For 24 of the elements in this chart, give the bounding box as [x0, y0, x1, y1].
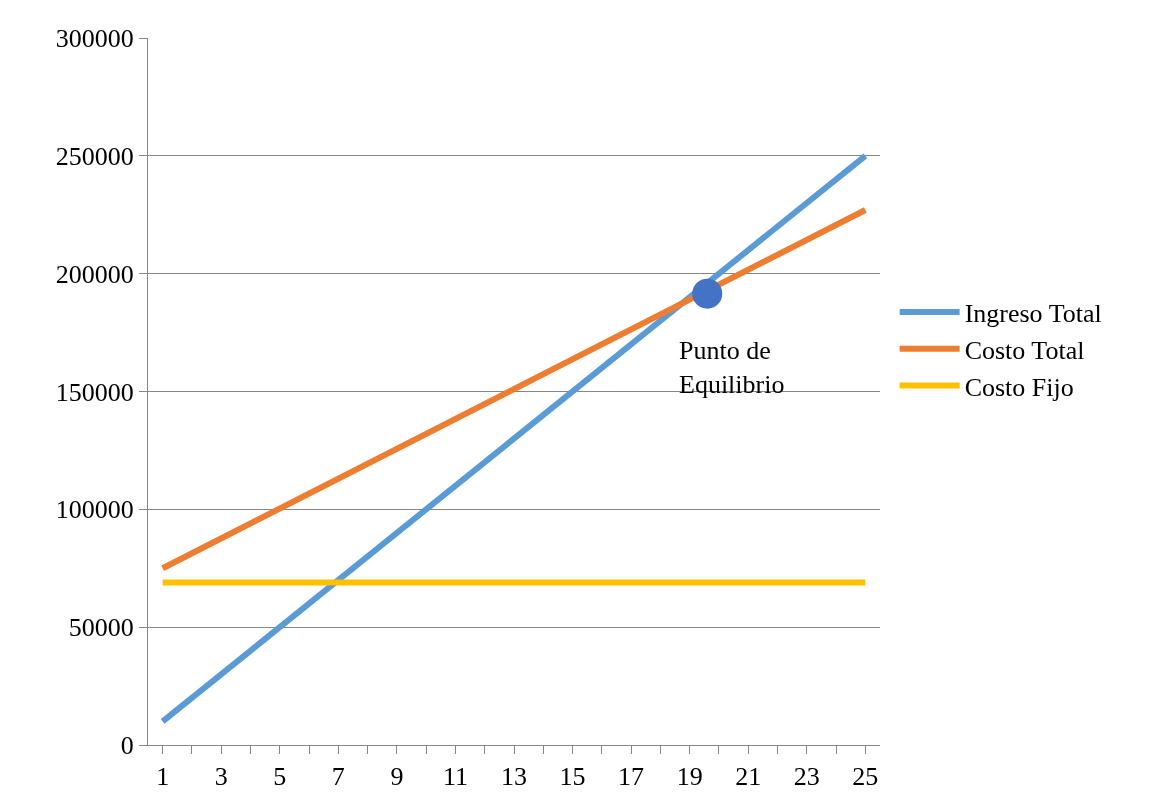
x-tick-label: 23 [793, 762, 820, 792]
x-tick-label: 11 [442, 762, 468, 792]
x-tick-label: 15 [559, 762, 586, 792]
legend-label: Ingreso Total [964, 299, 1102, 329]
x-tick-label: 13 [501, 762, 527, 792]
x-tick-label: 25 [852, 762, 879, 792]
x-tick-label: 7 [331, 762, 345, 792]
y-tick-label: 250000 [55, 141, 134, 171]
x-tick-label: 3 [214, 762, 228, 792]
y-tick-label: 50000 [68, 613, 134, 643]
x-tick-label: 19 [676, 762, 703, 792]
annotation: Punto de Equilibrio [679, 336, 785, 399]
x-tick-label: 9 [390, 762, 404, 792]
x-tick-label: 1 [156, 762, 170, 792]
y-tick-label: 0 [120, 731, 134, 761]
y-tick-label: 100000 [55, 495, 134, 525]
legend-label: Costo Total [964, 335, 1085, 365]
x-tick-label: 5 [273, 762, 287, 792]
x-tick-label: 21 [735, 762, 762, 792]
y-tick-label: 200000 [55, 259, 134, 289]
legend-label: Costo Fijo [964, 372, 1074, 402]
y-tick-label: 300000 [55, 24, 134, 54]
y-tick-label: 150000 [55, 377, 134, 407]
x-tick-label: 17 [618, 762, 645, 792]
